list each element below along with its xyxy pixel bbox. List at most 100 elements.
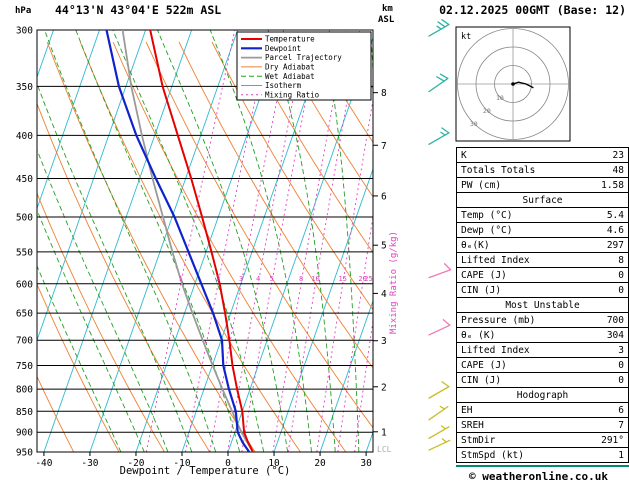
dry-adiabat-line bbox=[277, 41, 373, 198]
mixing-ratio-value-label: 8 bbox=[299, 275, 303, 283]
stat-value: 297 bbox=[606, 239, 624, 251]
mixing-ratio-line bbox=[185, 30, 270, 452]
pressure-tick-label: 950 bbox=[16, 448, 33, 459]
barb-half-feather bbox=[441, 438, 447, 443]
pressure-tick-label: 800 bbox=[16, 385, 33, 396]
mixing-ratio-labels: 1 2 3 4 5 8 10 15 2025 bbox=[179, 275, 373, 283]
pressure-tick-label: 850 bbox=[16, 407, 33, 418]
wind-barb bbox=[428, 127, 450, 146]
temp-tick-label: -20 bbox=[127, 458, 144, 469]
dry-adiabat-line bbox=[79, 41, 301, 452]
mixing-ratio-line bbox=[316, 97, 373, 452]
temp-tick-label: -30 bbox=[81, 458, 98, 469]
dry-adiabat-line bbox=[178, 41, 373, 369]
temperature-line bbox=[149, 30, 254, 452]
wind-barb-column bbox=[428, 19, 452, 451]
legend-item-label: Isotherm bbox=[265, 81, 302, 90]
stats-section-header: Hodograph bbox=[457, 388, 628, 403]
stat-value: 23 bbox=[612, 149, 624, 161]
stat-value: 0 bbox=[618, 269, 624, 281]
stats-row: SREH 7 bbox=[457, 418, 628, 433]
wet-adiabat-line bbox=[37, 82, 193, 452]
temp-tick-label: 0 bbox=[225, 458, 231, 469]
stats-row: CAPE (J) 0 bbox=[457, 358, 628, 373]
stat-label: K bbox=[461, 149, 467, 161]
mixing-ratio-axis-label: Mixing Ratio (g/kg) bbox=[389, 231, 399, 334]
barb-feather bbox=[441, 127, 450, 134]
lcl-label: LCL bbox=[377, 445, 392, 454]
isotherm-line bbox=[37, 30, 100, 210]
mixing-ratio-value-label: 5 bbox=[269, 275, 273, 283]
stat-value: 700 bbox=[606, 314, 624, 326]
dewpoint-line bbox=[105, 30, 251, 452]
stat-value: 1.58 bbox=[601, 179, 624, 191]
wind-barb bbox=[428, 438, 451, 451]
stats-row: StmDir 291° bbox=[457, 433, 628, 448]
stats-row: Pressure (mb) 700 bbox=[457, 313, 628, 328]
x-axis-label: Dewpoint / Temperature (°C) bbox=[120, 465, 291, 477]
km-tick-label: 5 bbox=[381, 241, 387, 252]
barb-shaft bbox=[428, 269, 452, 279]
stats-row: EH 6 bbox=[457, 403, 628, 418]
stat-label: θₑ(K) bbox=[461, 239, 490, 251]
dry-adiabat-line bbox=[37, 192, 165, 452]
stat-value: 3 bbox=[618, 344, 624, 356]
chart-title: 44°13'N 43°04'E 522m ASL bbox=[55, 3, 221, 17]
dry-adiabat-line bbox=[244, 41, 373, 254]
wet-adiabat-line bbox=[75, 30, 241, 452]
wind-barb bbox=[428, 405, 449, 421]
km-tick-label: 6 bbox=[381, 191, 387, 202]
mixing-ratio-line bbox=[145, 30, 236, 452]
wet-adiabat-line bbox=[157, 30, 289, 452]
mixing-ratio-line bbox=[209, 30, 292, 452]
stats-row: CIN (J) 0 bbox=[457, 373, 628, 388]
stat-value: 4.6 bbox=[606, 224, 624, 236]
stat-label: CAPE (J) bbox=[461, 359, 507, 371]
isotherm-line bbox=[37, 30, 147, 342]
barb-feather bbox=[437, 21, 446, 28]
mixing-ratio-value-label: 3 bbox=[239, 275, 243, 283]
barb-shaft bbox=[428, 77, 449, 93]
mixing-ratio-value-label: 15 bbox=[338, 275, 346, 283]
barb-feather bbox=[436, 76, 445, 82]
wind-barb bbox=[428, 19, 450, 37]
pressure-tick-label: 400 bbox=[16, 131, 33, 142]
hodograph-ring-label: 10 bbox=[496, 94, 504, 102]
hodograph-ring bbox=[475, 46, 551, 122]
mixing-ratio-value-label: 20 bbox=[358, 275, 366, 283]
pressure-tick-label: 550 bbox=[16, 247, 33, 258]
copyright: © weatheronline.co.uk bbox=[468, 470, 609, 483]
temp-tick-label: -10 bbox=[173, 458, 190, 469]
parcel-trajectory-line bbox=[121, 30, 254, 452]
wind-barb bbox=[428, 425, 450, 439]
wet-adiabat-line bbox=[44, 30, 217, 452]
dry-adiabat-line bbox=[211, 41, 373, 311]
wet-adiabat-line bbox=[37, 148, 169, 452]
dry-adiabat-line bbox=[145, 41, 373, 429]
hodograph-unit: kt bbox=[461, 32, 471, 42]
wet-adiabat-line bbox=[267, 30, 336, 452]
barb-shaft bbox=[428, 324, 451, 336]
pressure-tick-label: 500 bbox=[16, 213, 33, 224]
barb-half-feather bbox=[440, 425, 447, 430]
barb-feather bbox=[442, 319, 451, 326]
stats-row: Lifted Index 8 bbox=[457, 253, 628, 268]
stats-row: θₑ(K) 297 bbox=[457, 238, 628, 253]
dry-adiabat-line bbox=[46, 41, 256, 452]
mixing-ratio-line bbox=[287, 30, 361, 452]
km-axis-unit: km bbox=[382, 4, 393, 14]
barb-shaft bbox=[428, 385, 450, 399]
wind-barb bbox=[428, 263, 452, 279]
hodograph-ring bbox=[494, 65, 532, 103]
stats-row: PW (cm) 1.58 bbox=[457, 178, 628, 193]
legend-item-label: Parcel Trajectory bbox=[265, 53, 342, 62]
stat-label: PW (cm) bbox=[461, 179, 502, 191]
temp-tick-label: 30 bbox=[360, 458, 372, 469]
km-tick-label: 1 bbox=[381, 427, 387, 438]
stat-label: CIN (J) bbox=[461, 284, 502, 296]
hodograph-trace bbox=[512, 81, 534, 89]
dry-adiabat-line bbox=[37, 283, 120, 452]
barb-shaft bbox=[428, 132, 450, 146]
